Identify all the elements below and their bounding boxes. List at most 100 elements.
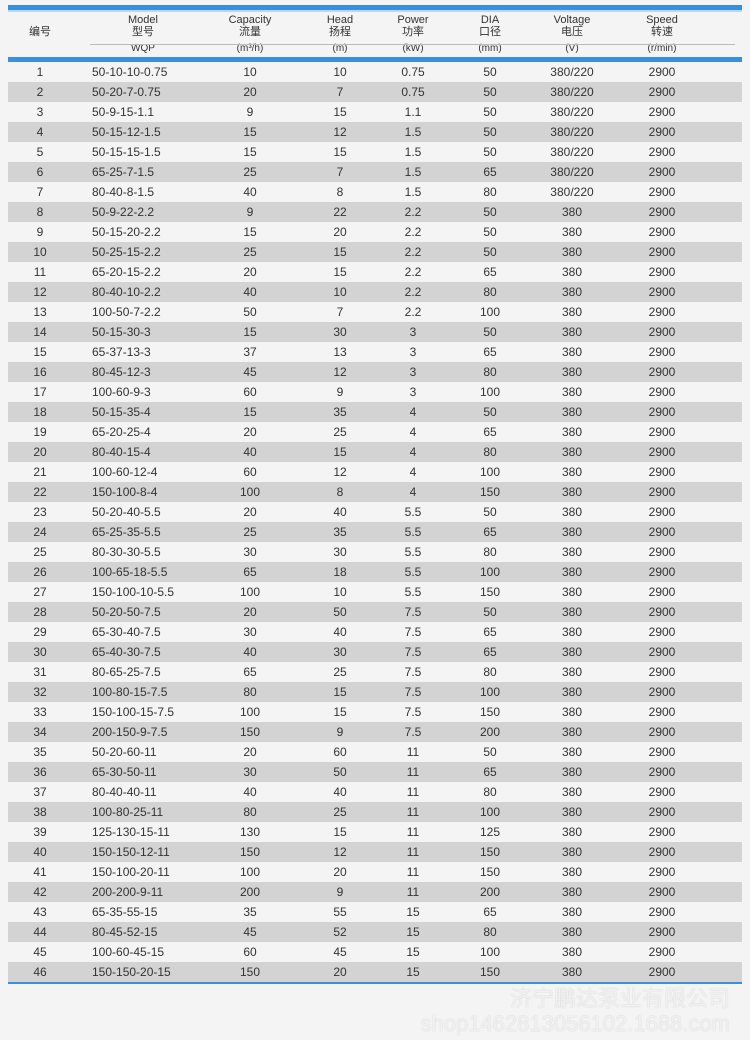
cell-power: 15 [406,945,420,959]
cell-no: 8 [36,205,44,219]
cell-dia: 150 [479,845,501,859]
cell-capacity: 9 [246,105,254,119]
table-row: 28 50-20-50-7.5 20 50 7.5 50 380 2900 [8,602,742,622]
table-row: 17 100-60-9-3 60 9 3 100 380 2900 [8,382,742,402]
cell-voltage: 380 [561,745,583,759]
header-accent-bar [8,57,742,62]
table-row: 38 100-80-25-11 80 25 11 100 380 2900 [8,802,742,822]
cell-power: 15 [406,925,420,939]
cell-no: 1 [36,65,44,79]
cell-dia: 65 [483,645,497,659]
cell-model: 50-20-60-11 [92,745,157,759]
cell-no: 20 [33,445,47,459]
cell-no: 34 [33,725,47,739]
cell-head: 9 [336,885,344,899]
cell-model: 150-100-20-11 [92,865,170,879]
cell-dia: 80 [483,665,497,679]
cell-head: 15 [333,265,347,279]
cell-speed: 2900 [648,625,676,639]
cell-model: 65-30-50-11 [92,765,157,779]
table-row: 43 65-35-55-15 35 55 15 65 380 2900 [8,902,742,922]
cell-no: 39 [33,825,47,839]
cell-no: 9 [36,225,44,239]
cell-head: 20 [333,865,347,879]
cell-speed: 2900 [648,745,676,759]
cell-no: 43 [33,905,47,919]
header-dia-en: DIA [480,14,500,26]
header-dia-cn: 口径 [479,26,501,38]
cell-capacity: 25 [243,525,257,539]
cell-dia: 50 [483,205,497,219]
cell-dia: 150 [479,705,501,719]
table-row: 22 150-100-8-4 100 8 4 150 380 2900 [8,482,742,502]
cell-model: 50-15-15-1.5 [92,145,161,159]
cell-model: 100-50-7-2.2 [92,305,161,319]
table-row: 9 50-15-20-2.2 15 20 2.2 50 380 2900 [8,222,742,242]
cell-voltage: 380 [561,705,583,719]
header-model-cn: 型号 [132,26,154,38]
cell-head: 18 [333,565,347,579]
cell-dia: 150 [479,485,501,499]
cell-capacity: 15 [243,325,257,339]
cell-dia: 50 [483,105,497,119]
cell-power: 5.5 [404,505,422,519]
table-row: 34 200-150-9-7.5 150 9 7.5 200 380 2900 [8,722,742,742]
cell-no: 36 [33,765,47,779]
cell-speed: 2900 [648,185,676,199]
cell-dia: 50 [483,325,497,339]
cell-head: 15 [333,145,347,159]
cell-head: 13 [333,345,347,359]
header-head-sub: (m) [332,43,348,54]
cell-no: 31 [33,665,47,679]
cell-speed: 2900 [648,365,676,379]
cell-capacity: 40 [243,285,257,299]
cell-no: 42 [33,885,47,899]
cell-head: 15 [333,705,347,719]
cell-no: 35 [33,745,47,759]
bottom-accent-line [8,982,742,984]
cell-speed: 2900 [648,565,676,579]
cell-voltage: 380 [561,545,583,559]
cell-model: 150-100-10-5.5 [92,585,175,599]
header-speed-en: Speed [646,14,678,26]
cell-dia: 65 [483,525,497,539]
cell-power: 3 [409,325,417,339]
cell-no: 21 [33,465,47,479]
cell-no: 24 [33,525,47,539]
cell-voltage: 380 [561,565,583,579]
table-row: 27 150-100-10-5.5 100 10 5.5 150 380 2900 [8,582,742,602]
cell-capacity: 65 [243,565,257,579]
cell-model: 80-40-15-4 [92,445,151,459]
cell-power: 7.5 [404,705,422,719]
cell-speed: 2900 [648,305,676,319]
cell-dia: 100 [479,305,501,319]
cell-capacity: 60 [243,465,257,479]
cell-speed: 2900 [648,765,676,779]
cell-power: 7.5 [404,625,422,639]
cell-power: 5.5 [404,585,422,599]
cell-model: 50-9-15-1.1 [92,105,155,119]
cell-no: 11 [33,265,47,279]
cell-no: 22 [33,485,47,499]
cell-capacity: 100 [239,865,261,879]
cell-capacity: 150 [239,725,261,739]
cell-model: 50-15-35-4 [92,405,151,419]
cell-head: 25 [333,425,347,439]
cell-speed: 2900 [648,945,676,959]
header-voltage-sub: (V) [565,43,579,54]
cell-head: 15 [333,685,347,699]
cell-speed: 2900 [648,445,676,459]
cell-capacity: 35 [243,905,257,919]
cell-dia: 80 [483,185,497,199]
cell-dia: 125 [479,825,501,839]
cell-voltage: 380 [561,645,583,659]
cell-power: 7.5 [404,605,422,619]
cell-dia: 50 [483,405,497,419]
cell-no: 26 [33,565,47,579]
cell-dia: 100 [479,465,501,479]
cell-dia: 100 [479,565,501,579]
cell-power: 2.2 [404,285,422,299]
cell-power: 2.2 [404,245,422,259]
table-row: 24 65-25-35-5.5 25 35 5.5 65 380 2900 [8,522,742,542]
cell-voltage: 380/220 [550,165,594,179]
